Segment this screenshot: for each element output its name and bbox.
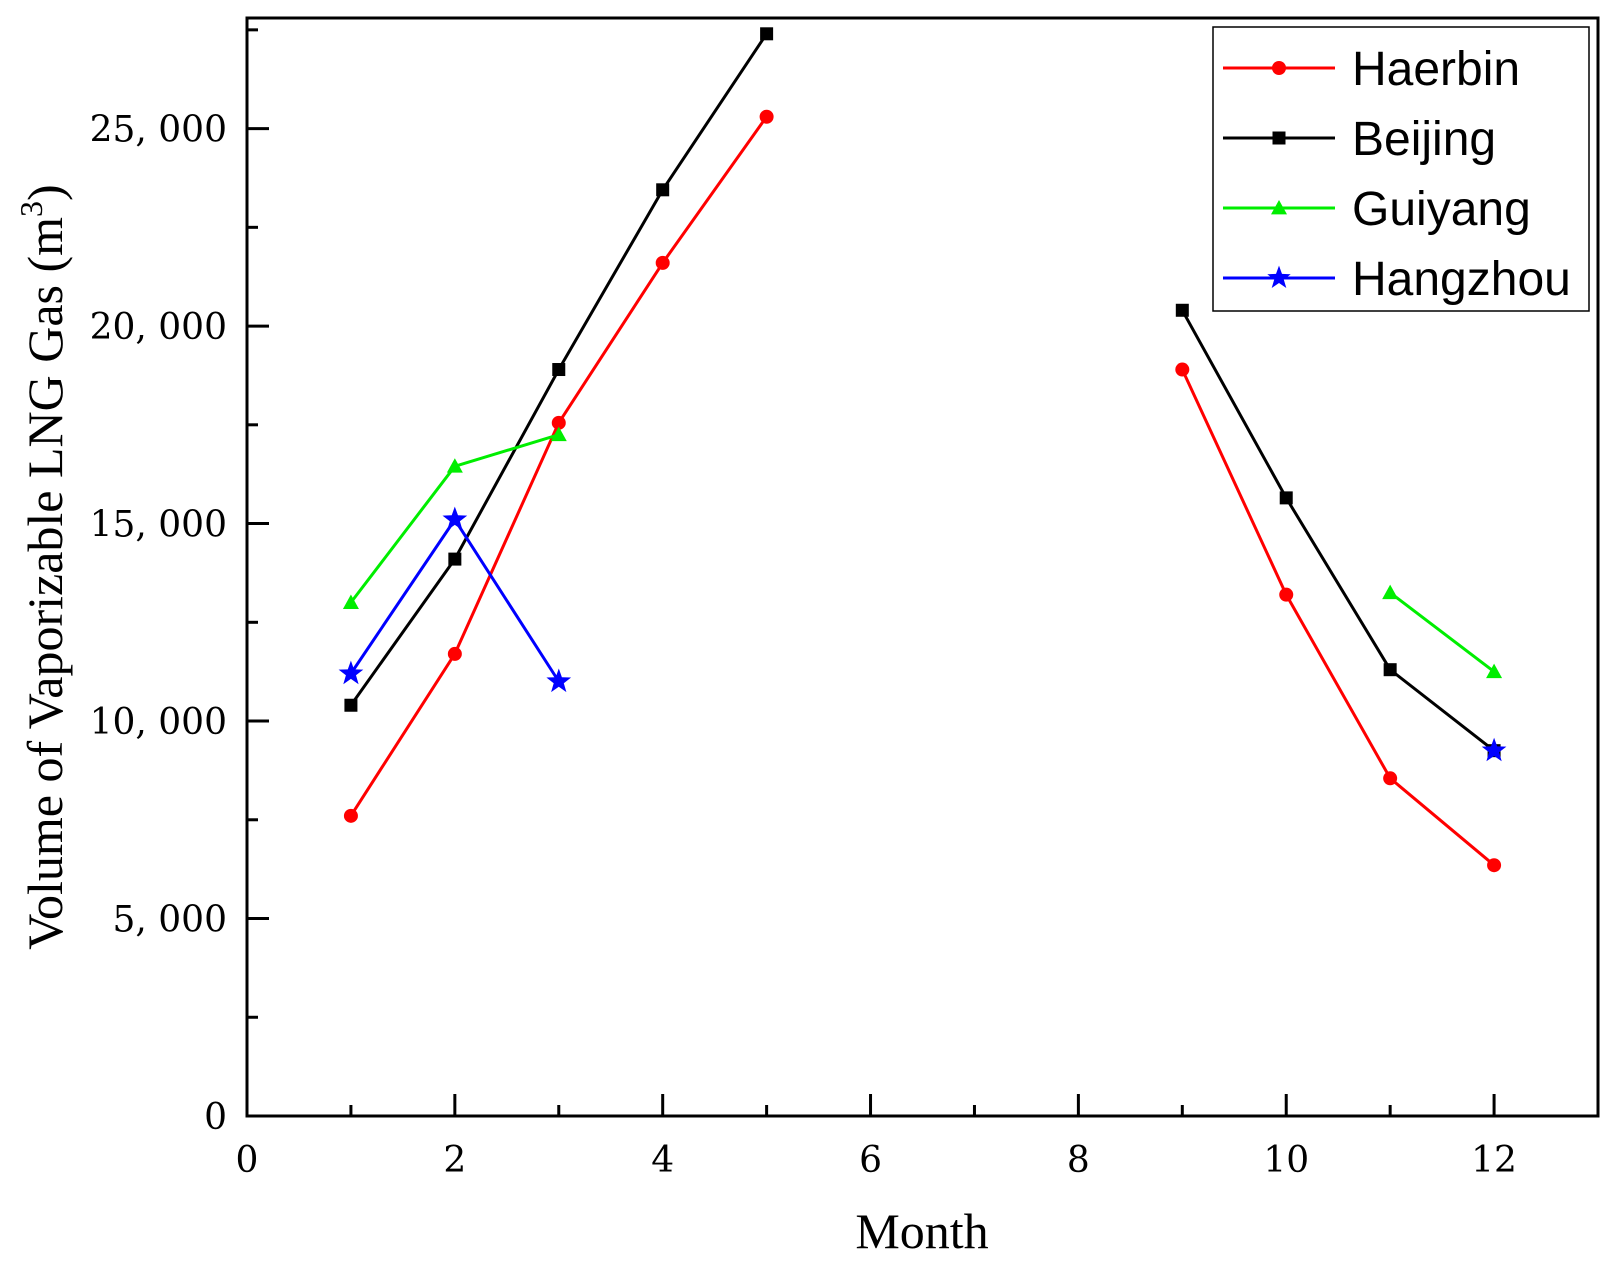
data-point-haerbin <box>1487 858 1502 873</box>
series-line-guiyang <box>1389 591 1496 673</box>
data-point-hangzhou <box>442 506 468 531</box>
data-point-guiyang <box>1486 663 1503 679</box>
legend-marker-haerbin <box>1272 61 1286 75</box>
data-point-beijing <box>656 183 670 197</box>
data-point-haerbin <box>1383 771 1398 786</box>
data-point-beijing <box>448 552 462 566</box>
data-point-hangzhou <box>1481 737 1507 762</box>
series-line-haerbin <box>1180 368 1496 867</box>
y-tick-label: 10, 000 <box>90 702 227 743</box>
x-axis-title: Month <box>855 1203 988 1259</box>
x-tick-label: 2 <box>443 1140 466 1181</box>
plot-frame <box>245 16 1600 1118</box>
y-tick-label: 15, 000 <box>90 505 227 546</box>
legend-item-guiyang: Guiyang <box>1223 183 1531 236</box>
data-point-beijing <box>552 363 566 377</box>
legend-item-beijing: Beijing <box>1223 113 1496 166</box>
data-point-haerbin <box>551 415 566 430</box>
y-tick-label: 20, 000 <box>90 307 227 348</box>
data-point-haerbin <box>759 109 774 124</box>
series-line-haerbin <box>349 115 768 817</box>
data-point-hangzhou <box>546 668 572 693</box>
x-tick-label: 4 <box>651 1140 674 1181</box>
data-point-beijing <box>1175 303 1189 317</box>
x-tick-label: 12 <box>1471 1140 1517 1181</box>
plot-layer <box>338 27 1507 873</box>
data-point-guiyang <box>550 426 567 442</box>
y-tick-label: 0 <box>204 1097 227 1138</box>
legend-marker-beijing <box>1272 131 1286 145</box>
legend-box <box>1212 26 1590 312</box>
y-axis-title: Volume of Vaporizable LNG Gas (m3) <box>13 184 73 949</box>
axes-layer: 0 2 4 6 8 10 12 0 5, 000 10, 000 15, 000 20, 000 25,… <box>90 28 1517 1181</box>
legend-label-guiyang: Guiyang <box>1352 183 1531 236</box>
y-axis-title-close: ) <box>17 184 73 201</box>
data-point-haerbin <box>447 646 462 661</box>
legend: Haerbin Beijing Guiyang Hangzhou <box>1212 26 1590 312</box>
series-haerbin <box>343 109 1502 873</box>
series-beijing <box>344 27 1501 758</box>
series-hangzhou <box>338 506 1507 762</box>
legend-marker-guiyang <box>1271 200 1287 215</box>
x-tick-label: 0 <box>236 1140 259 1181</box>
data-point-haerbin <box>343 808 358 823</box>
data-point-haerbin <box>1279 587 1294 602</box>
legend-item-hangzhou: Hangzhou <box>1223 253 1571 306</box>
x-tick-label: 8 <box>1067 1140 1090 1181</box>
data-point-guiyang <box>1382 584 1399 600</box>
data-point-beijing <box>1279 491 1293 505</box>
data-point-beijing <box>344 698 358 712</box>
x-tick-label: 6 <box>859 1140 882 1181</box>
legend-item-haerbin: Haerbin <box>1223 43 1520 96</box>
legend-label-hangzhou: Hangzhou <box>1352 253 1571 306</box>
data-point-guiyang <box>342 594 359 609</box>
legend-marker-hangzhou <box>1267 265 1291 288</box>
x-tick-label: 10 <box>1263 1140 1309 1181</box>
series-guiyang <box>342 426 1503 679</box>
data-point-haerbin <box>1175 362 1190 377</box>
data-point-haerbin <box>655 255 670 270</box>
data-point-guiyang <box>446 458 463 473</box>
legend-label-beijing: Beijing <box>1352 113 1496 166</box>
data-point-beijing <box>1383 663 1397 677</box>
series-line-beijing <box>1180 309 1496 752</box>
y-axis-title-superscript: 3 <box>13 201 49 217</box>
legend-label-haerbin: Haerbin <box>1352 43 1520 96</box>
y-tick-label: 25, 000 <box>90 110 227 151</box>
y-axis-title-main: Volume of Vaporizable LNG Gas (m <box>17 217 73 950</box>
y-tick-label: 5, 000 <box>112 900 227 941</box>
data-point-beijing <box>760 27 774 41</box>
data-point-hangzhou <box>338 660 364 685</box>
